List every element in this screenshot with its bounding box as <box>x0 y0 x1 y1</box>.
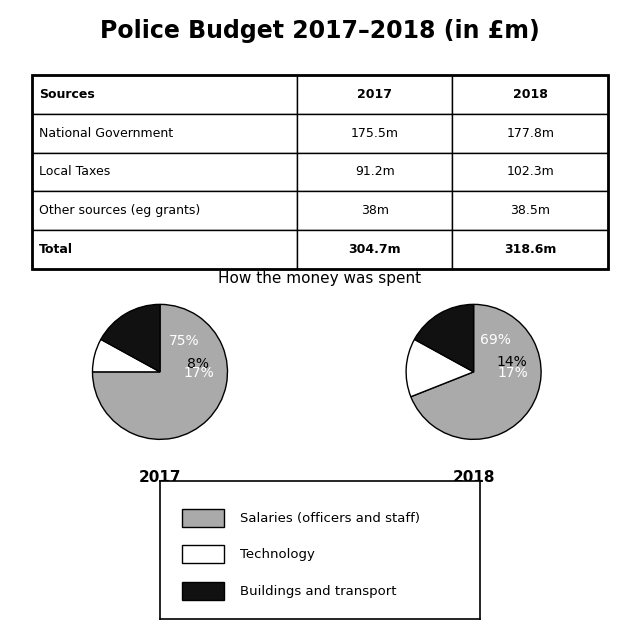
Text: Sources: Sources <box>39 88 95 101</box>
Text: 14%: 14% <box>496 356 527 369</box>
Text: 91.2m: 91.2m <box>355 166 395 178</box>
Text: Buildings and transport: Buildings and transport <box>240 585 397 597</box>
Bar <box>182 545 224 563</box>
Text: Other sources (eg grants): Other sources (eg grants) <box>39 204 200 217</box>
Text: National Government: National Government <box>39 127 173 139</box>
Wedge shape <box>406 339 474 397</box>
Wedge shape <box>101 304 160 372</box>
Wedge shape <box>415 304 474 372</box>
Text: 75%: 75% <box>168 334 199 348</box>
Bar <box>297 230 452 269</box>
Text: 69%: 69% <box>481 332 511 347</box>
Text: 318.6m: 318.6m <box>504 243 556 256</box>
Wedge shape <box>93 339 160 372</box>
Text: 177.8m: 177.8m <box>506 127 554 139</box>
Bar <box>297 75 452 114</box>
Text: Salaries (officers and staff): Salaries (officers and staff) <box>240 512 420 525</box>
Bar <box>297 152 452 191</box>
Text: 2018: 2018 <box>513 88 548 101</box>
Bar <box>297 114 452 152</box>
Text: Police Budget 2017–2018 (in £m): Police Budget 2017–2018 (in £m) <box>100 19 540 43</box>
Bar <box>452 152 608 191</box>
Text: 8%: 8% <box>188 357 209 371</box>
Bar <box>32 114 297 152</box>
Wedge shape <box>93 304 227 439</box>
Text: 17%: 17% <box>184 366 214 380</box>
Text: 175.5m: 175.5m <box>351 127 399 139</box>
Bar <box>452 191 608 230</box>
Text: 38m: 38m <box>361 204 388 217</box>
Text: Technology: Technology <box>240 548 315 561</box>
Wedge shape <box>411 304 541 439</box>
Text: 102.3m: 102.3m <box>506 166 554 178</box>
Text: 17%: 17% <box>497 366 528 380</box>
Text: 38.5m: 38.5m <box>510 204 550 217</box>
Text: Total: Total <box>39 243 73 256</box>
Bar <box>297 191 452 230</box>
Text: 2018: 2018 <box>452 470 495 485</box>
Text: 2017: 2017 <box>357 88 392 101</box>
Bar <box>452 114 608 152</box>
Bar <box>32 230 297 269</box>
Bar <box>452 230 608 269</box>
Bar <box>32 191 297 230</box>
Bar <box>452 75 608 114</box>
Text: Local Taxes: Local Taxes <box>39 166 110 178</box>
Bar <box>182 509 224 528</box>
Bar <box>32 152 297 191</box>
Text: 2017: 2017 <box>139 470 181 485</box>
Text: How the money was spent: How the money was spent <box>218 271 422 286</box>
Bar <box>182 582 224 600</box>
Text: 304.7m: 304.7m <box>348 243 401 256</box>
Bar <box>32 75 297 114</box>
